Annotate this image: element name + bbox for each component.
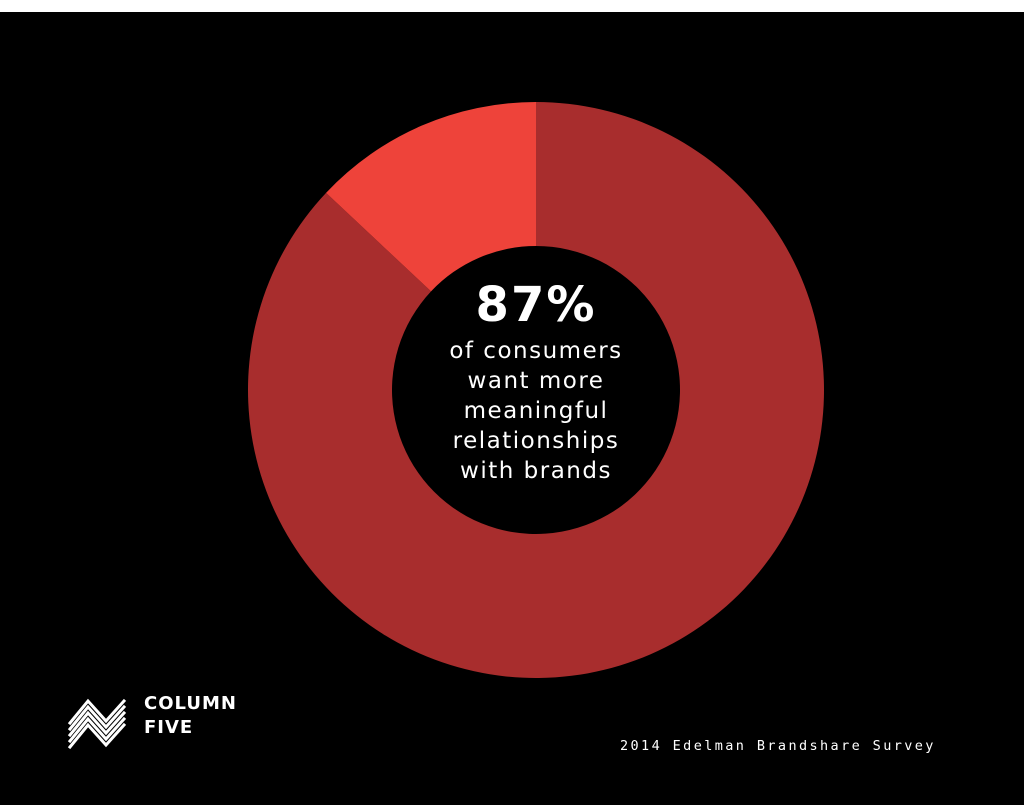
center-caption-line: meaningful [463, 398, 609, 424]
donut-chart [247, 102, 824, 678]
center-caption-line: relationships [452, 428, 620, 454]
infographic-canvas: 87% of consumers want more meaningful re… [0, 12, 1024, 805]
donut-slice-1 [247, 102, 824, 678]
center-caption-line: want more [467, 368, 605, 394]
brand-line-1: COLUMN [144, 693, 237, 714]
brand-logo: COLUMN FIVE [62, 687, 262, 757]
center-caption-line: of consumers [449, 338, 623, 364]
column-five-logo-icon [67, 698, 127, 750]
donut-center-label: 87% of consumers want more meaningful re… [386, 274, 686, 486]
source-credit: 2014 Edelman Brandshare Survey [620, 738, 936, 754]
center-caption-line: with brands [460, 458, 612, 484]
center-value: 87% [475, 277, 597, 333]
donut-slice-2 [326, 102, 536, 292]
brand-line-2: FIVE [144, 717, 194, 738]
brand-wordmark: COLUMN FIVE [144, 692, 237, 740]
